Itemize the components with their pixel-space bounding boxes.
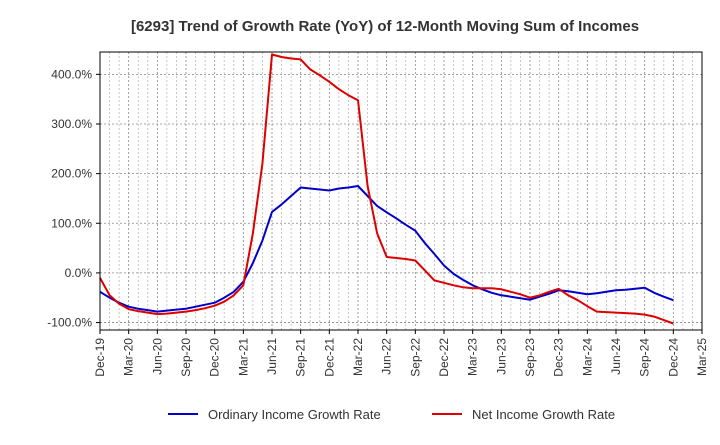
x-tick-label: Dec-20 xyxy=(208,338,222,377)
y-axis: -100.0% 0.0% 100.0% 200.0% 300.0% 400.0% xyxy=(47,67,100,330)
series-layer xyxy=(99,53,674,325)
x-tick-label: Sep-20 xyxy=(179,338,193,377)
x-tick-label: Mar-25 xyxy=(695,338,709,376)
x-tick-label: Sep-22 xyxy=(408,338,422,377)
chart-title: [6293] Trend of Growth Rate (YoY) of 12-… xyxy=(131,18,639,35)
y-tick-label: 100.0% xyxy=(51,216,92,230)
x-tick-label: Dec-22 xyxy=(437,338,451,377)
legend: Ordinary Income Growth Rate Net Income Gr… xyxy=(168,407,615,422)
x-tick-label: Dec-19 xyxy=(93,338,107,377)
x-tick-label: Dec-24 xyxy=(666,338,680,377)
legend-label-0: Ordinary Income Growth Rate xyxy=(208,407,381,422)
plot-frame xyxy=(99,51,703,331)
series-line-0 xyxy=(99,185,674,313)
x-tick-label: Jun-24 xyxy=(609,338,623,375)
legend-label-1: Net Income Growth Rate xyxy=(472,407,615,422)
y-tick-label: 200.0% xyxy=(51,167,92,181)
x-tick-label: Dec-23 xyxy=(552,338,566,377)
x-tick-label: Mar-24 xyxy=(580,338,594,376)
x-axis: Dec-19 Mar-20 Jun-20 Sep-20 Dec-20 Mar-21 Jun-… xyxy=(93,330,709,377)
x-tick-label: Jun-21 xyxy=(265,338,279,375)
x-tick-label: Mar-23 xyxy=(466,338,480,376)
y-tick-label: -100.0% xyxy=(47,316,92,330)
x-tick-label: Sep-24 xyxy=(638,338,652,377)
x-tick-label: Mar-21 xyxy=(236,338,250,376)
x-tick-label: Dec-21 xyxy=(322,338,336,377)
y-tick-label: 300.0% xyxy=(51,117,92,131)
x-tick-label: Mar-20 xyxy=(122,338,136,376)
x-tick-label: Jun-20 xyxy=(150,338,164,375)
x-tick-label: Jun-23 xyxy=(494,338,508,375)
y-tick-label: 0.0% xyxy=(65,266,93,280)
series-line-1 xyxy=(99,53,674,325)
x-tick-label: Mar-22 xyxy=(351,338,365,376)
grid xyxy=(99,52,703,330)
x-tick-label: Jun-22 xyxy=(380,338,394,375)
x-tick-label: Sep-23 xyxy=(523,338,537,377)
x-tick-label: Sep-21 xyxy=(294,338,308,377)
y-tick-label: 400.0% xyxy=(51,67,92,81)
